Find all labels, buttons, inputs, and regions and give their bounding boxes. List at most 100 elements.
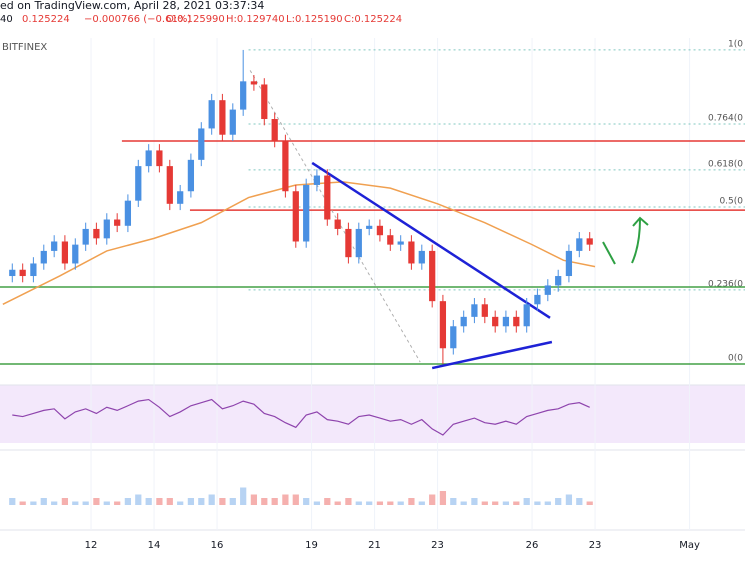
x-tick-label: 14 xyxy=(148,540,161,551)
volume-bar xyxy=(93,498,100,505)
volume-bar xyxy=(292,494,299,505)
moving-average xyxy=(2,181,596,305)
candle-body xyxy=(40,250,47,264)
fib-label: 0.764(0 xyxy=(708,114,743,124)
candle-body xyxy=(355,228,362,258)
volume-bar xyxy=(208,494,215,505)
candle-body xyxy=(429,250,436,302)
candle-body xyxy=(271,119,278,142)
ohlc-value: H:0.129740 xyxy=(226,14,285,25)
candle-body xyxy=(502,316,510,327)
candle-body xyxy=(61,241,69,264)
ohlc-value: 40 xyxy=(0,14,13,25)
volume-bar xyxy=(492,501,499,505)
volume-bar xyxy=(145,498,152,505)
volume-bar xyxy=(418,501,425,505)
candle-body xyxy=(145,150,152,167)
volume-bar xyxy=(523,498,530,505)
candle-body xyxy=(30,263,37,277)
volume-bar xyxy=(544,501,551,505)
volume-bar xyxy=(313,501,321,505)
x-tick-label: 26 xyxy=(526,540,539,551)
candle-body xyxy=(82,228,89,245)
volume-bar xyxy=(219,498,226,505)
volume-bar xyxy=(502,501,510,505)
volume-bar xyxy=(51,501,58,505)
ohlc-value: C:0.125224 xyxy=(344,14,402,25)
candle-body xyxy=(460,316,467,327)
ohlc-value: L:0.125190 xyxy=(286,14,343,25)
volume-bar xyxy=(72,501,79,505)
rsi-pane xyxy=(0,385,745,443)
volume-bar xyxy=(61,498,69,505)
candle-body xyxy=(250,81,258,85)
candle-body xyxy=(261,84,268,120)
candle-body xyxy=(19,269,26,277)
volume-bar xyxy=(576,498,583,505)
volume-bar xyxy=(250,494,258,505)
ohlc-value: O:0.125990 xyxy=(166,14,225,25)
candle-body xyxy=(492,316,499,327)
candle-body xyxy=(72,244,79,264)
fib-label: 0.618(0 xyxy=(708,159,743,169)
volume-bar xyxy=(534,501,541,505)
candle-body xyxy=(282,141,289,192)
volume-bar xyxy=(198,498,205,505)
volume-bar xyxy=(450,498,457,505)
candle-body xyxy=(555,276,562,286)
candle-body xyxy=(156,150,163,167)
volume-bar xyxy=(135,494,142,505)
volume-bar xyxy=(240,487,247,505)
candle-body xyxy=(408,241,415,264)
volume-bar xyxy=(366,501,373,505)
volume-bar xyxy=(345,498,352,505)
candle-body xyxy=(51,241,58,251)
candle-body xyxy=(366,225,373,229)
candle-body xyxy=(376,225,384,236)
x-tick-label: 23 xyxy=(589,540,602,551)
volume-bar xyxy=(19,501,26,505)
volume-bar xyxy=(282,494,289,505)
x-tick-label: May xyxy=(679,540,700,551)
volume-bar xyxy=(513,501,520,505)
candle-body xyxy=(334,219,341,229)
candle-body xyxy=(513,316,520,327)
candle-body xyxy=(523,304,530,327)
x-tick-label: 19 xyxy=(305,540,318,551)
volume-bar xyxy=(114,501,121,505)
fib-label: 0(0 xyxy=(728,353,743,363)
volume-bar xyxy=(481,501,488,505)
volume-bar xyxy=(355,501,362,505)
candle-body xyxy=(534,294,541,305)
rsi-line xyxy=(12,398,590,436)
volume-bar xyxy=(124,498,132,505)
candle-body xyxy=(439,301,447,349)
volume-bar xyxy=(40,498,47,505)
trendline xyxy=(249,70,421,363)
candle-body xyxy=(103,219,110,239)
volume-bar xyxy=(460,501,467,505)
candle-body xyxy=(576,238,583,251)
candle-body xyxy=(471,304,478,317)
candle-body xyxy=(345,228,352,258)
candle-body xyxy=(208,100,215,129)
candle-body xyxy=(586,238,593,245)
candle-body xyxy=(114,219,121,226)
fib-label: 0.236(0 xyxy=(708,279,743,289)
x-tick-label: 21 xyxy=(368,540,381,551)
trendline xyxy=(431,340,553,370)
candle-body xyxy=(135,166,142,201)
volume-bar xyxy=(565,494,573,505)
exchange: BITFINEX xyxy=(2,42,47,53)
candle-body xyxy=(9,269,16,277)
candle-body xyxy=(177,191,184,204)
fib-label: 1(0 xyxy=(728,39,743,49)
trendline xyxy=(311,161,551,319)
volume-bar xyxy=(303,498,310,505)
volume-bar xyxy=(229,498,236,505)
volume-bar xyxy=(103,501,110,505)
candle-body xyxy=(303,184,310,242)
x-tick-label: 16 xyxy=(211,540,224,551)
